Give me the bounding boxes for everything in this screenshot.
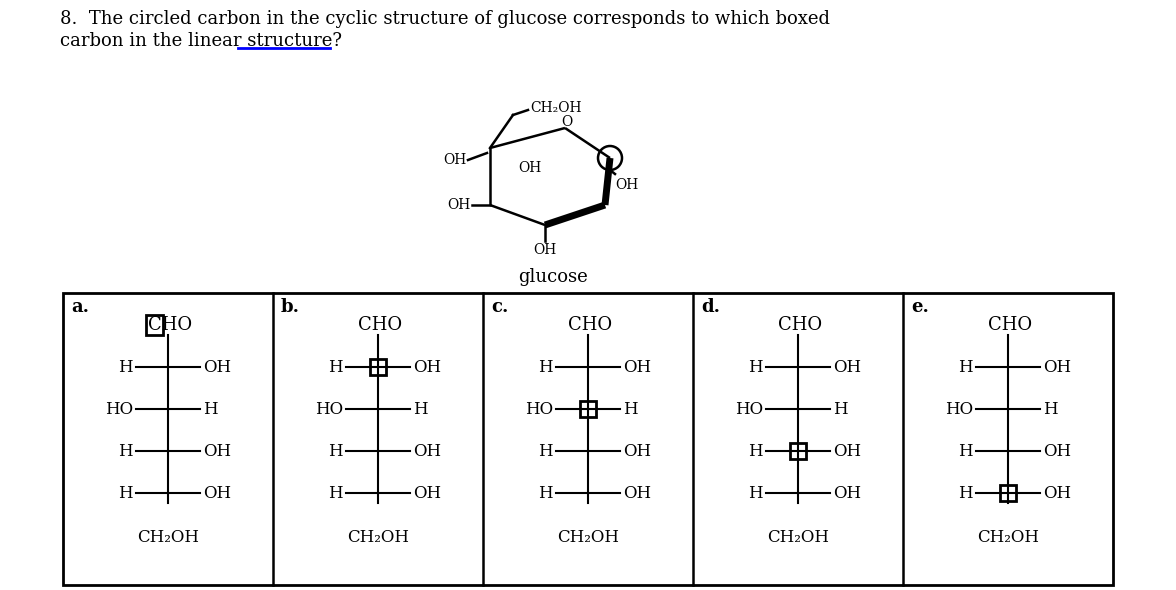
Text: CH₂OH: CH₂OH (347, 529, 409, 546)
Text: carbon in the linear structure?: carbon in the linear structure? (60, 32, 342, 50)
Text: H: H (119, 359, 133, 375)
Text: a.: a. (71, 298, 89, 316)
Text: OH: OH (623, 484, 652, 502)
Text: b.: b. (281, 298, 300, 316)
Text: H: H (119, 442, 133, 460)
Text: H: H (1043, 401, 1057, 418)
Text: OH: OH (413, 442, 441, 460)
Bar (1000, 485, 1016, 501)
Text: OH: OH (534, 243, 556, 257)
Text: OH: OH (615, 178, 639, 192)
Text: CH₂OH: CH₂OH (977, 529, 1040, 546)
Text: H: H (328, 442, 343, 460)
Text: CH₂OH: CH₂OH (557, 529, 619, 546)
Text: OH: OH (203, 442, 232, 460)
Text: H: H (833, 401, 848, 418)
Text: OH: OH (1043, 359, 1071, 375)
Text: OH: OH (623, 359, 652, 375)
Text: HO: HO (315, 401, 343, 418)
Bar (790, 443, 806, 459)
Text: OH: OH (447, 198, 470, 212)
Text: CHO: CHO (148, 316, 192, 334)
Bar (580, 401, 596, 417)
Text: H: H (539, 484, 553, 502)
Text: HO: HO (524, 401, 553, 418)
Text: CH₂OH: CH₂OH (767, 529, 829, 546)
Text: OH: OH (833, 484, 861, 502)
Text: H: H (203, 401, 218, 418)
Text: CH₂OH: CH₂OH (530, 101, 581, 115)
Text: HO: HO (944, 401, 973, 418)
Text: H: H (539, 359, 553, 375)
Text: c.: c. (492, 298, 508, 316)
Text: O: O (561, 115, 573, 129)
Text: CH₂OH: CH₂OH (136, 529, 199, 546)
Text: OH: OH (1043, 442, 1071, 460)
Text: H: H (623, 401, 637, 418)
Text: H: H (328, 359, 343, 375)
Bar (370, 359, 386, 375)
Text: OH: OH (833, 359, 861, 375)
Text: 8.  The circled carbon in the cyclic structure of glucose corresponds to which b: 8. The circled carbon in the cyclic stru… (60, 10, 830, 28)
Text: e.: e. (911, 298, 929, 316)
Text: H: H (413, 401, 428, 418)
Text: H: H (748, 442, 763, 460)
Text: HO: HO (735, 401, 763, 418)
Text: H: H (958, 484, 973, 502)
Bar (64, 293, 1112, 585)
Text: H: H (748, 359, 763, 375)
Text: CHO: CHO (358, 316, 402, 334)
Text: H: H (958, 359, 973, 375)
Text: OH: OH (203, 484, 232, 502)
Text: OH: OH (413, 484, 441, 502)
Text: CHO: CHO (568, 316, 612, 334)
Text: OH: OH (442, 153, 466, 167)
Text: d.: d. (701, 298, 720, 316)
Text: OH: OH (519, 161, 542, 175)
Text: OH: OH (203, 359, 232, 375)
Text: OH: OH (413, 359, 441, 375)
Text: HO: HO (105, 401, 133, 418)
Text: H: H (748, 484, 763, 502)
Text: CHO: CHO (779, 316, 822, 334)
Bar (146, 315, 162, 335)
Text: H: H (958, 442, 973, 460)
Text: H: H (539, 442, 553, 460)
Text: OH: OH (833, 442, 861, 460)
Text: H: H (328, 484, 343, 502)
Text: H: H (119, 484, 133, 502)
Text: glucose: glucose (519, 268, 588, 286)
Text: CHO: CHO (988, 316, 1033, 334)
Text: OH: OH (1043, 484, 1071, 502)
Text: OH: OH (623, 442, 652, 460)
